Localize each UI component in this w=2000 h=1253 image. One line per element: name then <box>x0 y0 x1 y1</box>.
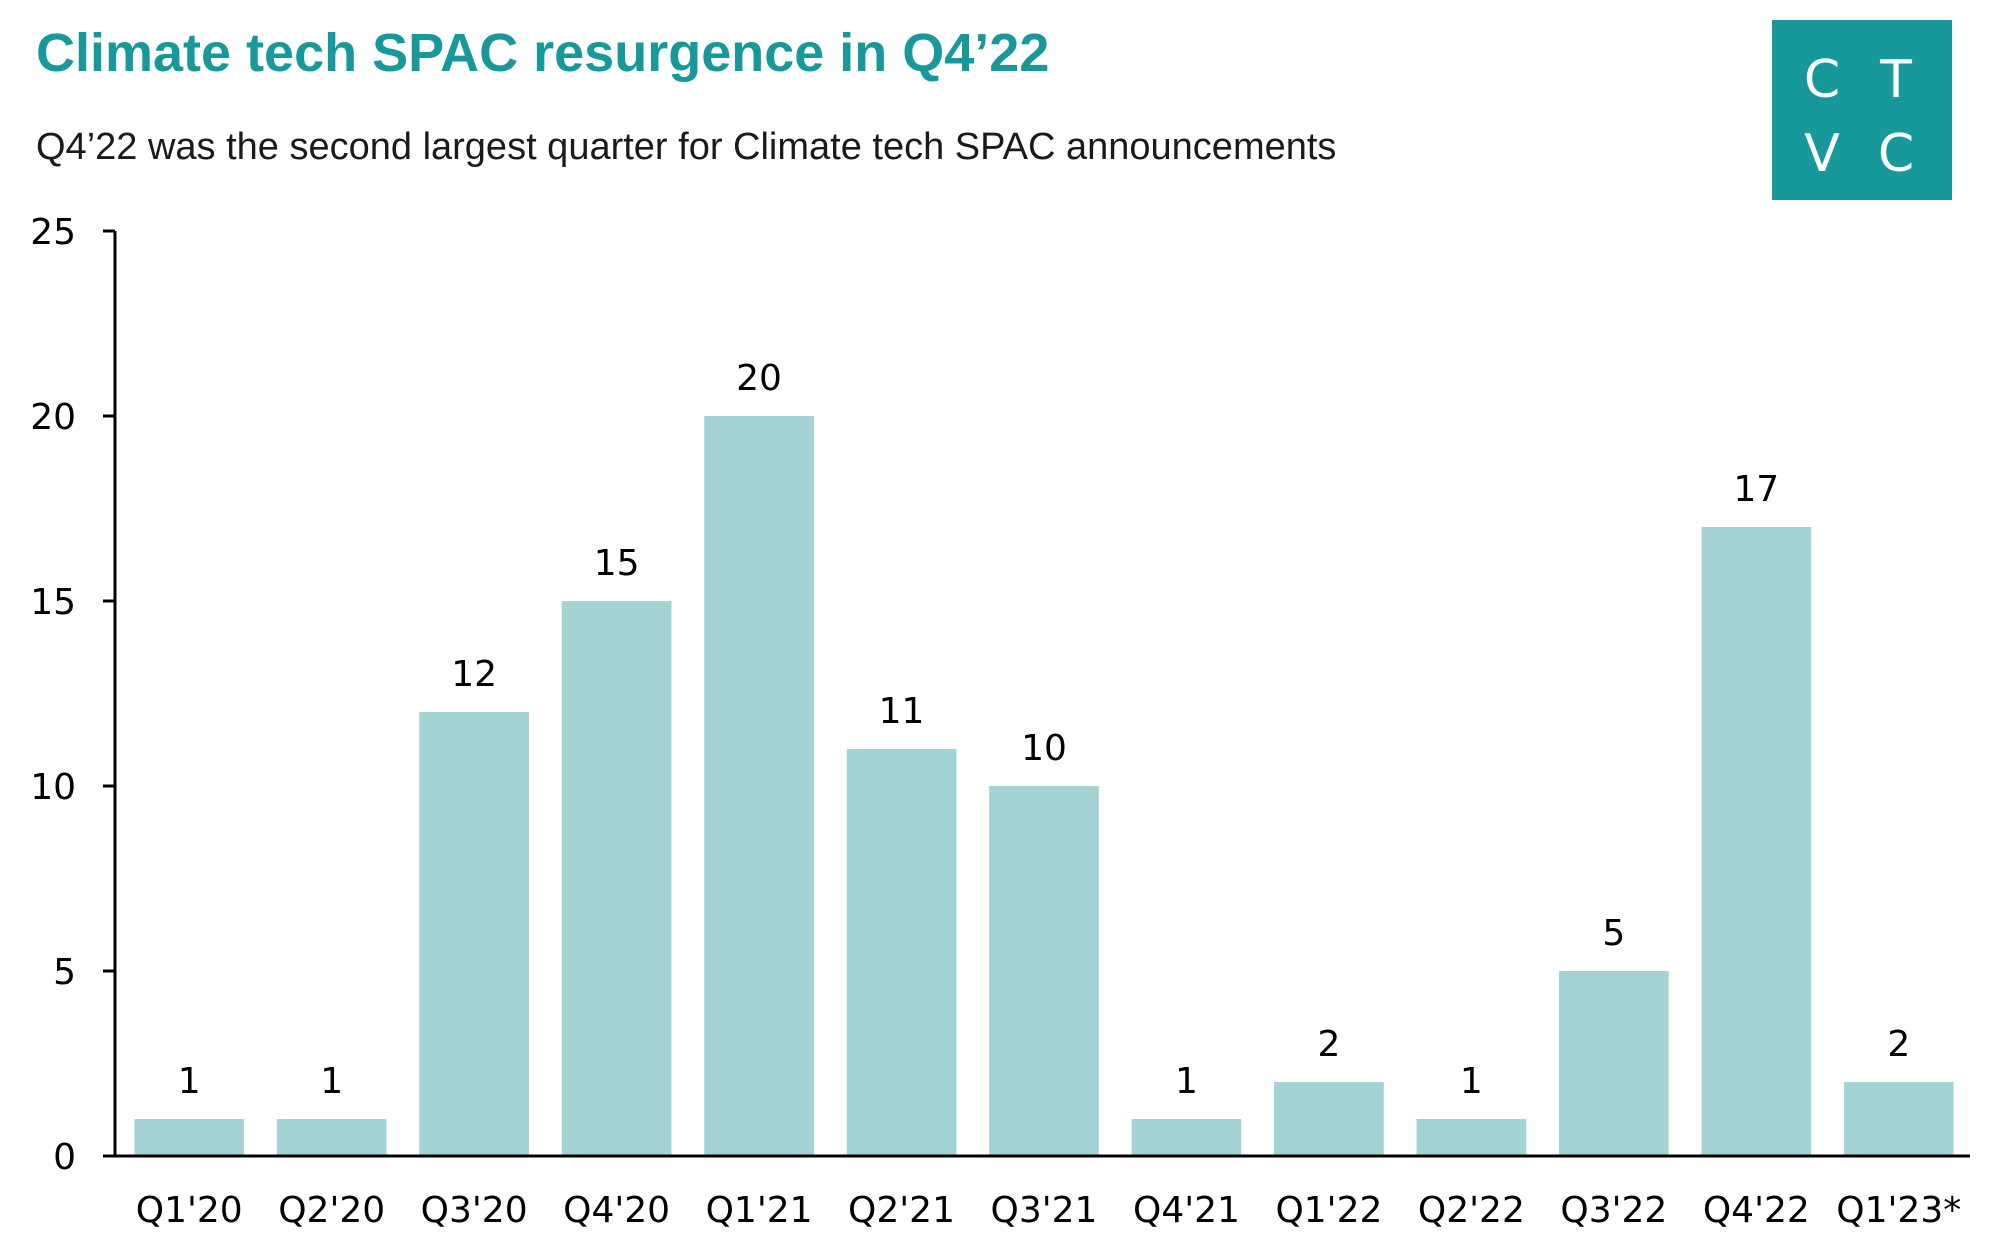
bar <box>989 786 1099 1156</box>
data-label: 1 <box>1175 1061 1198 1102</box>
bar <box>846 749 957 1156</box>
x-tick-label: Q2'22 <box>1418 1190 1525 1231</box>
bar <box>1843 1082 1954 1156</box>
data-label: 1 <box>320 1061 343 1102</box>
data-label: 17 <box>1733 469 1779 510</box>
bars <box>134 416 1954 1156</box>
data-label: 2 <box>1887 1024 1910 1065</box>
bar <box>1131 1119 1242 1156</box>
logo-letter: V <box>1804 124 1840 184</box>
y-axis-ticks: 0 5 10 15 20 25 <box>30 212 115 1178</box>
bar <box>1274 1082 1384 1156</box>
data-label: 11 <box>879 691 925 732</box>
logo-letter: T <box>1880 50 1912 110</box>
bar <box>1416 1119 1527 1156</box>
data-label: 10 <box>1021 728 1067 769</box>
data-label: 12 <box>451 654 497 695</box>
x-tick-label: Q2'20 <box>278 1190 385 1231</box>
x-axis-labels: Q1'20 Q2'20 Q3'20 Q4'20 Q1'21 Q2'21 Q3'21 Q4'21… <box>136 1190 1961 1231</box>
x-tick-label: Q1'21 <box>706 1190 813 1231</box>
bar <box>704 416 814 1156</box>
chart-title: Climate tech SPAC resurgence in Q4’22 <box>36 23 1050 83</box>
x-tick-label: Q1'23* <box>1836 1190 1961 1231</box>
data-label: 15 <box>594 543 640 584</box>
x-tick-label: Q4'20 <box>563 1190 670 1231</box>
chart-subtitle: Q4’22 was the second largest quarter for… <box>36 126 1337 168</box>
x-tick-label: Q2'21 <box>848 1190 955 1231</box>
data-label: 5 <box>1602 913 1625 954</box>
y-tick-label: 20 <box>30 397 76 438</box>
y-tick-label: 15 <box>30 582 76 623</box>
bar <box>419 712 530 1156</box>
bar <box>561 601 672 1156</box>
data-label: 1 <box>178 1061 201 1102</box>
data-label: 1 <box>1460 1061 1483 1102</box>
x-tick-label: Q3'22 <box>1560 1190 1667 1231</box>
x-tick-label: Q1'20 <box>136 1190 243 1231</box>
bar <box>276 1119 387 1156</box>
x-tick-label: Q3'20 <box>421 1190 528 1231</box>
y-tick-label: 0 <box>53 1137 76 1178</box>
x-tick-label: Q3'21 <box>991 1190 1098 1231</box>
y-tick-label: 25 <box>30 212 76 253</box>
bar <box>134 1119 245 1156</box>
bar <box>1558 971 1669 1156</box>
bar <box>1701 527 1812 1156</box>
logo-letter: C <box>1877 124 1915 184</box>
ctvc-logo: C T V C <box>1772 20 1952 200</box>
data-label: 20 <box>736 358 782 399</box>
data-label: 2 <box>1317 1024 1340 1065</box>
logo-letter: C <box>1803 50 1841 110</box>
x-tick-label: Q1'22 <box>1275 1190 1382 1231</box>
x-tick-label: Q4'22 <box>1703 1190 1810 1231</box>
y-tick-label: 10 <box>30 767 76 808</box>
y-tick-label: 5 <box>53 952 76 993</box>
x-tick-label: Q4'21 <box>1133 1190 1240 1231</box>
